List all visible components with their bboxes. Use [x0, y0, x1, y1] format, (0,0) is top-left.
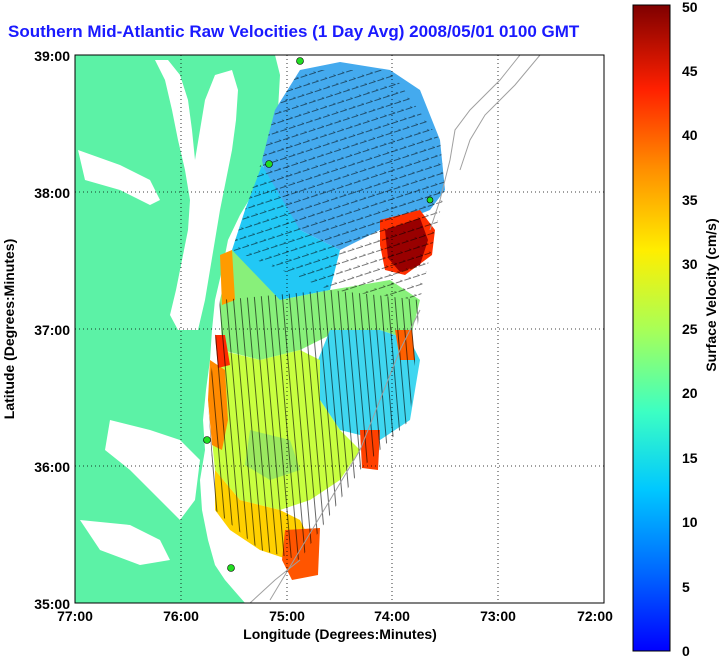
- x-tick-label: 77:00: [57, 608, 93, 624]
- grid-lines: [75, 55, 604, 603]
- y-axis: 39:00 38:00 37:00 36:00 35:00 Latitude (…: [1, 48, 70, 612]
- colorbar-tick: 45: [682, 63, 698, 79]
- chesapeake-bay: [155, 60, 238, 330]
- colorbar-tick: 25: [682, 321, 698, 337]
- y-tick-label: 38:00: [34, 185, 70, 201]
- station-marker: [426, 196, 434, 204]
- x-tick-label: 75:00: [269, 608, 305, 624]
- colorbar-tick: 40: [682, 127, 698, 143]
- y-tick-label: 37:00: [34, 322, 70, 338]
- colorbar-tick: 50: [682, 0, 698, 15]
- y-tick-label: 39:00: [34, 48, 70, 64]
- station-marker: [227, 564, 235, 572]
- colorbar-tick: 5: [682, 579, 690, 595]
- colorbar-label: Surface Velocity (cm/s): [703, 218, 719, 371]
- y-tick-label: 36:00: [34, 459, 70, 475]
- colorbar-scale: [632, 4, 671, 652]
- station-marker: [265, 160, 273, 168]
- bathymetry-contours: [249, 55, 541, 603]
- radar-stations: [203, 57, 434, 572]
- station-marker: [296, 57, 304, 65]
- bay-inlet: [78, 150, 160, 205]
- y-tick-label: 35:00: [34, 596, 70, 612]
- x-tick-label: 72:00: [577, 608, 613, 624]
- colorbar-tick: 20: [682, 385, 698, 401]
- colorbar-tick: 35: [682, 192, 698, 208]
- x-tick-label: 74:00: [374, 608, 410, 624]
- colorbar-tick: 30: [682, 256, 698, 272]
- map-title: Southern Mid-Atlantic Raw Velocities (1 …: [8, 22, 580, 41]
- river-inlet: [80, 520, 170, 565]
- colorbar-tick: 15: [682, 450, 698, 466]
- colorbar: 0 5 10 15 20 25 30 35 40 45 50 Surface V…: [632, 0, 719, 659]
- sound-water: [105, 420, 200, 520]
- station-marker: [203, 436, 211, 444]
- axes-frame: [74, 54, 605, 604]
- x-axis-label: Longitude (Degrees:Minutes): [243, 626, 437, 642]
- y-axis-label: Latitude (Degrees:Minutes): [1, 239, 17, 419]
- current-arrows-south: [208, 290, 420, 560]
- colorbar-tick: 0: [682, 643, 690, 659]
- x-tick-label: 73:00: [480, 608, 516, 624]
- x-tick-label: 76:00: [163, 608, 199, 624]
- x-axis: 77:00 76:00 75:00 74:00 73:00 72:00 Long…: [57, 608, 613, 642]
- colorbar-tick: 10: [682, 514, 698, 530]
